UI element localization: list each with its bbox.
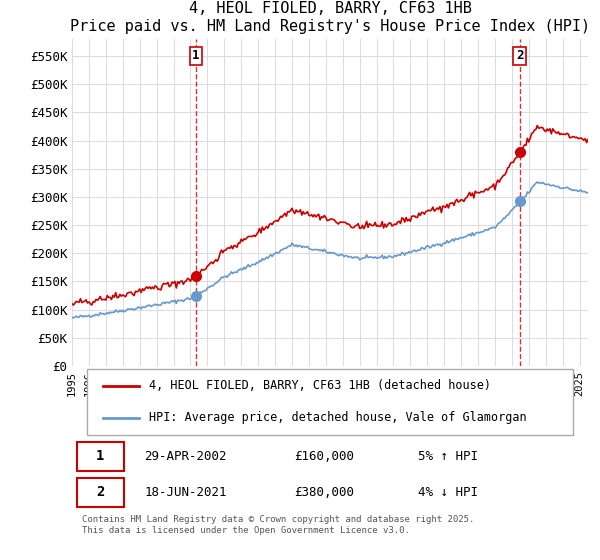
FancyBboxPatch shape bbox=[77, 442, 124, 471]
FancyBboxPatch shape bbox=[77, 478, 124, 507]
Text: 18-JUN-2021: 18-JUN-2021 bbox=[144, 486, 227, 499]
Text: 1: 1 bbox=[96, 450, 104, 464]
Text: £160,000: £160,000 bbox=[294, 450, 354, 463]
Text: Contains HM Land Registry data © Crown copyright and database right 2025.
This d: Contains HM Land Registry data © Crown c… bbox=[82, 515, 475, 535]
Text: 29-APR-2002: 29-APR-2002 bbox=[144, 450, 227, 463]
FancyBboxPatch shape bbox=[88, 368, 572, 435]
Title: 4, HEOL FIOLED, BARRY, CF63 1HB
Price paid vs. HM Land Registry's House Price In: 4, HEOL FIOLED, BARRY, CF63 1HB Price pa… bbox=[70, 2, 590, 34]
Text: 1: 1 bbox=[192, 49, 200, 62]
Text: 5% ↑ HPI: 5% ↑ HPI bbox=[418, 450, 478, 463]
Text: HPI: Average price, detached house, Vale of Glamorgan: HPI: Average price, detached house, Vale… bbox=[149, 411, 527, 424]
Text: £380,000: £380,000 bbox=[294, 486, 354, 499]
Text: 4% ↓ HPI: 4% ↓ HPI bbox=[418, 486, 478, 499]
Text: 2: 2 bbox=[516, 49, 523, 62]
Text: 2: 2 bbox=[96, 486, 104, 500]
Text: 4, HEOL FIOLED, BARRY, CF63 1HB (detached house): 4, HEOL FIOLED, BARRY, CF63 1HB (detache… bbox=[149, 380, 491, 393]
